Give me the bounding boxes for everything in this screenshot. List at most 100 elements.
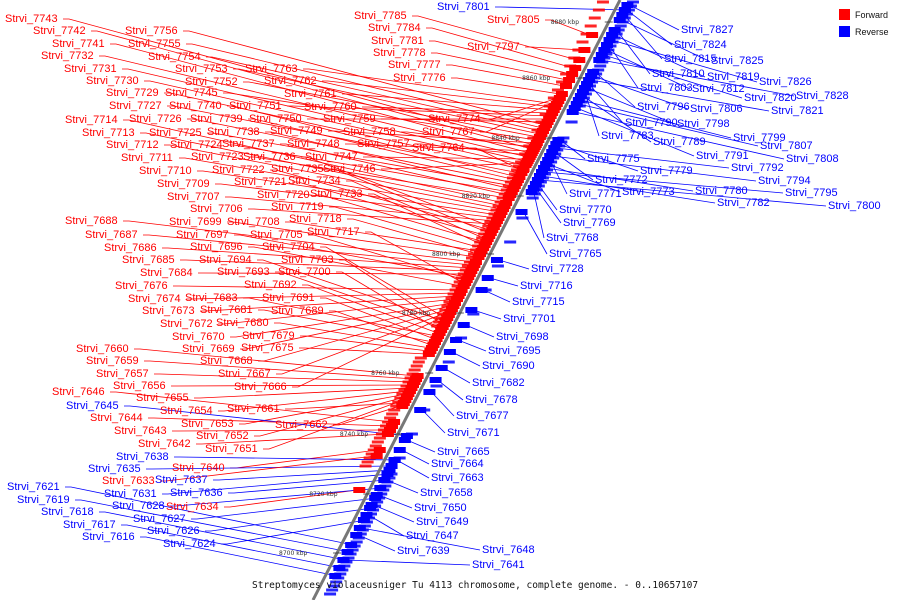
gene-label[interactable]: Strvi_7733 xyxy=(310,188,363,200)
gene-arrow[interactable] xyxy=(443,349,456,355)
gene-label[interactable]: Strvi_7797 xyxy=(467,41,520,53)
gene-label[interactable]: Strvi_7763 xyxy=(245,63,298,75)
gene-label[interactable]: Strvi_7633 xyxy=(102,475,155,487)
gene-label[interactable]: Strvi_7649 xyxy=(416,516,469,528)
gene-label[interactable]: Strvi_7815 xyxy=(664,53,717,65)
gene-label[interactable]: Strvi_7644 xyxy=(90,412,143,424)
gene-label[interactable]: Strvi_7689 xyxy=(271,305,324,317)
gene-label[interactable]: Strvi_7799 xyxy=(733,132,786,144)
gene-label[interactable]: Strvi_7737 xyxy=(222,138,275,150)
gene-label[interactable]: Strvi_7678 xyxy=(465,394,518,406)
gene-label[interactable]: Strvi_7650 xyxy=(414,502,467,514)
gene-label[interactable]: Strvi_7768 xyxy=(546,232,599,244)
gene-label[interactable]: Strvi_7789 xyxy=(653,136,706,148)
gene-label[interactable]: Strvi_7669 xyxy=(182,343,235,355)
gene-label[interactable]: Strvi_7661 xyxy=(227,403,280,415)
gene-label[interactable]: Strvi_7742 xyxy=(33,25,86,37)
gene-label[interactable]: Strvi_7762 xyxy=(264,75,317,87)
gene-label[interactable]: Strvi_7772 xyxy=(595,174,648,186)
gene-label[interactable]: Strvi_7703 xyxy=(281,254,334,266)
gene-label[interactable]: Strvi_7715 xyxy=(512,296,565,308)
gene-label[interactable]: Strvi_7782 xyxy=(717,197,770,209)
gene-label[interactable]: Strvi_7638 xyxy=(116,451,169,463)
gene-label[interactable]: Strvi_7734 xyxy=(288,175,341,187)
gene-label[interactable]: Strvi_7696 xyxy=(190,241,243,253)
gene-label[interactable]: Strvi_7617 xyxy=(63,519,116,531)
gene-label[interactable]: Strvi_7826 xyxy=(759,76,812,88)
gene-arrow[interactable] xyxy=(398,437,411,443)
gene-arrow[interactable] xyxy=(423,389,436,395)
gene-label[interactable]: Strvi_7757 xyxy=(357,138,410,150)
gene-label[interactable]: Strvi_7665 xyxy=(437,446,490,458)
gene-label[interactable]: Strvi_7738 xyxy=(207,126,260,138)
gene-label[interactable]: Strvi_7718 xyxy=(289,213,342,225)
gene-label[interactable]: Strvi_7801 xyxy=(437,1,490,13)
gene-label[interactable]: Strvi_7670 xyxy=(172,331,225,343)
gene-label[interactable]: Strvi_7748 xyxy=(287,138,340,150)
gene-arrow[interactable] xyxy=(490,257,503,263)
gene-label[interactable]: Strvi_7770 xyxy=(559,204,612,216)
gene-label[interactable]: Strvi_7824 xyxy=(674,39,727,51)
gene-label[interactable]: Strvi_7659 xyxy=(86,355,139,367)
gene-arrow[interactable] xyxy=(481,275,494,281)
gene-label[interactable]: Strvi_7800 xyxy=(828,200,881,212)
gene-label[interactable]: Strvi_7686 xyxy=(104,242,157,254)
gene-label[interactable]: Strvi_7773 xyxy=(622,186,675,198)
gene-label[interactable]: Strvi_7628 xyxy=(112,500,165,512)
gene-label[interactable]: Strvi_7681 xyxy=(200,304,253,316)
gene-label[interactable]: Strvi_7671 xyxy=(447,427,500,439)
gene-label[interactable]: Strvi_7726 xyxy=(129,113,182,125)
gene-label[interactable]: Strvi_7690 xyxy=(482,360,535,372)
gene-label[interactable]: Strvi_7796 xyxy=(637,101,690,113)
gene-label[interactable]: Strvi_7639 xyxy=(397,545,450,557)
gene-label[interactable]: Strvi_7767 xyxy=(422,126,475,138)
gene-label[interactable]: Strvi_7781 xyxy=(371,35,424,47)
gene-label[interactable]: Strvi_7771 xyxy=(569,188,622,200)
gene-arrow[interactable] xyxy=(465,307,478,313)
gene-label[interactable]: Strvi_7724 xyxy=(170,139,223,151)
gene-label[interactable]: Strvi_7674 xyxy=(128,293,181,305)
gene-label[interactable]: Strvi_7701 xyxy=(503,313,556,325)
gene-label[interactable]: Strvi_7745 xyxy=(165,87,218,99)
gene-label[interactable]: Strvi_7626 xyxy=(147,525,200,537)
gene-label[interactable]: Strvi_7803 xyxy=(640,82,693,94)
gene-label[interactable]: Strvi_7720 xyxy=(257,189,310,201)
gene-label[interactable]: Strvi_7679 xyxy=(242,330,295,342)
gene-arrow[interactable] xyxy=(457,322,470,328)
gene-label[interactable]: Strvi_7732 xyxy=(41,50,94,62)
gene-label[interactable]: Strvi_7828 xyxy=(796,90,849,102)
gene-label[interactable]: Strvi_7791 xyxy=(696,150,749,162)
gene-label[interactable]: Strvi_7657 xyxy=(96,368,149,380)
gene-label[interactable]: Strvi_7642 xyxy=(138,438,191,450)
gene-label[interactable]: Strvi_7635 xyxy=(88,463,141,475)
gene-label[interactable]: Strvi_7784 xyxy=(368,22,421,34)
gene-label[interactable]: Strvi_7672 xyxy=(160,318,213,330)
gene-label[interactable]: Strvi_7660 xyxy=(76,343,129,355)
gene-label[interactable]: Strvi_7643 xyxy=(114,425,167,437)
gene-label[interactable]: Strvi_7697 xyxy=(176,229,229,241)
gene-label[interactable]: Strvi_7655 xyxy=(136,392,189,404)
gene-label[interactable]: Strvi_7668 xyxy=(200,355,253,367)
gene-label[interactable]: Strvi_7664 xyxy=(431,458,484,470)
gene-label[interactable]: Strvi_7761 xyxy=(284,88,337,100)
gene-label[interactable]: Strvi_7710 xyxy=(139,165,192,177)
gene-label[interactable]: Strvi_7706 xyxy=(190,203,243,215)
gene-label[interactable]: Strvi_7728 xyxy=(531,263,584,275)
gene-label[interactable]: Strvi_7653 xyxy=(181,418,234,430)
gene-label[interactable]: Strvi_7769 xyxy=(563,217,616,229)
gene-label[interactable]: Strvi_7698 xyxy=(496,331,549,343)
gene-label[interactable]: Strvi_7749 xyxy=(270,125,323,137)
gene-label[interactable]: Strvi_7721 xyxy=(234,176,287,188)
gene-label[interactable]: Strvi_7808 xyxy=(786,153,839,165)
gene-label[interactable]: Strvi_7754 xyxy=(148,51,201,63)
gene-label[interactable]: Strvi_7673 xyxy=(142,305,195,317)
gene-label[interactable]: Strvi_7691 xyxy=(262,292,315,304)
gene-label[interactable]: Strvi_7776 xyxy=(393,72,446,84)
gene-label[interactable]: Strvi_7820 xyxy=(744,92,797,104)
gene-label[interactable]: Strvi_7774 xyxy=(428,113,481,125)
gene-label[interactable]: Strvi_7750 xyxy=(249,113,302,125)
gene-label[interactable]: Strvi_7641 xyxy=(472,559,525,571)
gene-label[interactable]: Strvi_7780 xyxy=(695,185,748,197)
gene-label[interactable]: Strvi_7736 xyxy=(243,151,296,163)
gene-label[interactable]: Strvi_7695 xyxy=(488,345,541,357)
